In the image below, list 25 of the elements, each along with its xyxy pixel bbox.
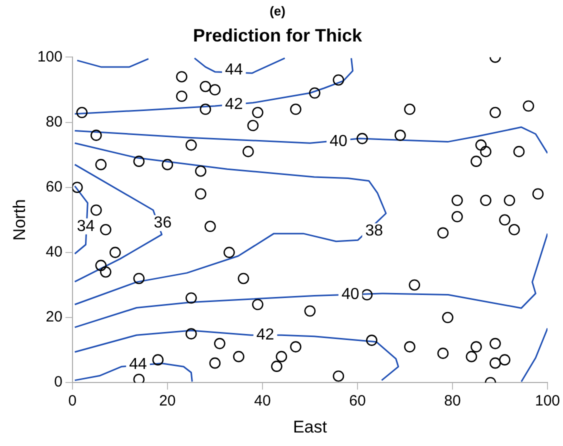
x-axis-title: East <box>292 417 328 436</box>
annotation: 44 <box>129 356 147 373</box>
annotation: 38 <box>365 222 384 240</box>
x-tick-label: 60 <box>349 392 366 410</box>
annotation: 40 <box>330 133 348 150</box>
annotation: 34 <box>76 218 95 235</box>
y-tick-label: 60 <box>46 178 62 196</box>
y-tick-label: 20 <box>46 308 62 326</box>
y-tick-label: 100 <box>37 48 62 66</box>
chart-title: (e) <box>270 3 286 18</box>
x-tick-label: 80 <box>444 392 461 410</box>
annotation: 36 <box>154 214 172 232</box>
annotation: 42 <box>256 326 274 344</box>
y-axis-title: North <box>10 199 29 241</box>
y-tick-label: 80 <box>46 113 62 130</box>
x-tick-label: 40 <box>254 392 271 410</box>
x-tick-label: 20 <box>159 392 176 410</box>
chart-subtitle: Prediction for Thick <box>192 25 363 46</box>
annotation: 44 <box>225 62 243 79</box>
y-tick-label: 0 <box>54 374 62 391</box>
x-tick-label: 100 <box>534 392 560 410</box>
y-tick-label: 40 <box>46 244 62 261</box>
annotation: 42 <box>225 96 243 113</box>
annotation: 40 <box>341 286 360 304</box>
x-tick-label: 0 <box>68 392 77 410</box>
